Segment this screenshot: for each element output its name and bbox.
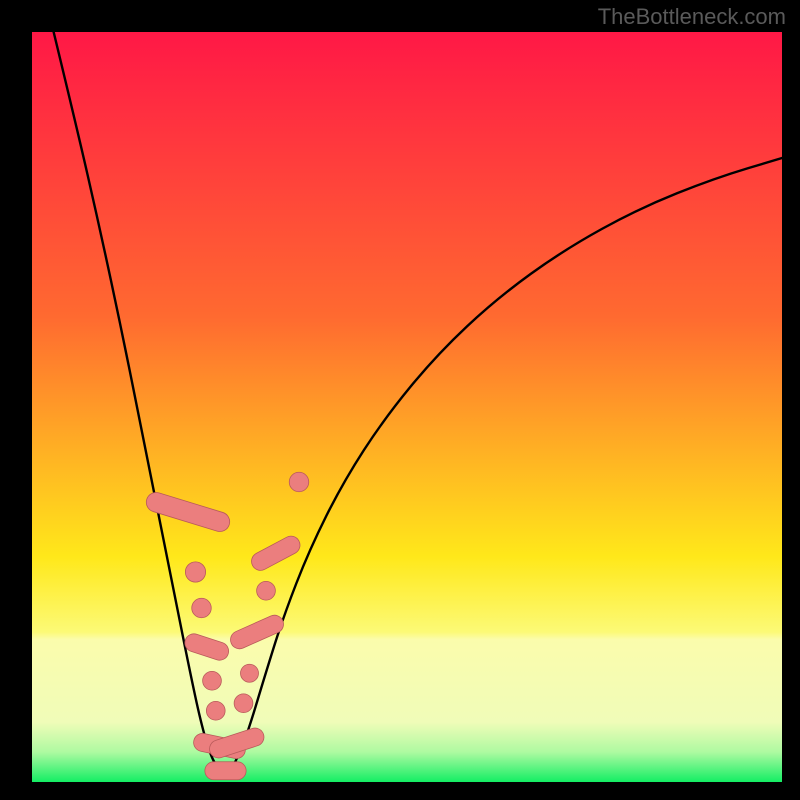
data-marker: [203, 671, 222, 690]
data-marker: [248, 533, 303, 574]
data-marker: [192, 598, 212, 618]
data-marker: [234, 694, 253, 713]
curve-right-branch: [231, 158, 782, 771]
data-marker: [185, 562, 205, 582]
data-marker: [241, 664, 259, 682]
data-marker: [257, 581, 276, 600]
data-marker: [183, 631, 231, 662]
marker-group: [144, 472, 309, 780]
data-marker: [144, 490, 232, 534]
data-marker: [206, 701, 225, 720]
chart-root: TheBottleneck.com: [0, 0, 800, 800]
gradient-plot-area: [32, 32, 782, 782]
curve-overlay-svg: [32, 32, 782, 782]
curve-left-branch: [50, 32, 220, 771]
data-marker: [205, 762, 246, 780]
watermark-text: TheBottleneck.com: [598, 4, 786, 30]
data-marker: [228, 612, 287, 651]
data-marker: [289, 472, 309, 492]
